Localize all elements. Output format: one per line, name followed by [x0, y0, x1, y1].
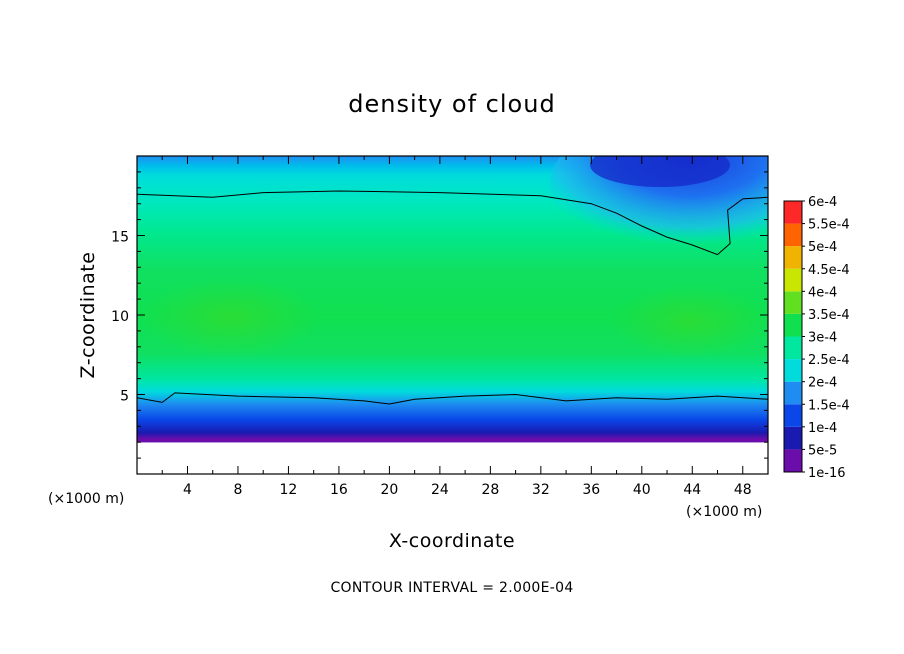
colorbar-swatch	[784, 449, 802, 472]
y-axis-title: Z-coordinate	[77, 252, 99, 379]
x-unit-right: (×1000 m)	[686, 504, 762, 520]
colorbar-label: 4.5e-4	[808, 263, 850, 278]
x-tick-label: 32	[532, 482, 550, 498]
colorbar-label: 4e-4	[808, 285, 837, 300]
x-tick-label: 20	[380, 482, 398, 498]
contour-line	[137, 190, 768, 256]
plot-area	[137, 156, 768, 474]
colorbar-label: 1e-16	[808, 466, 846, 481]
contour-interval-note: CONTOUR INTERVAL = 2.000E-04	[330, 580, 573, 596]
x-tick-label: 8	[233, 482, 242, 498]
colorbar-label: 3e-4	[808, 331, 837, 346]
x-tick-label: 40	[633, 482, 651, 498]
colorbar-swatch	[784, 426, 802, 450]
chart-title: density of cloud	[348, 90, 555, 118]
x-unit-left: (×1000 m)	[48, 491, 124, 507]
colorbar-label: 3.5e-4	[808, 308, 850, 323]
colorbar-swatch	[784, 201, 802, 224]
colorbar-label: 2.5e-4	[808, 353, 850, 368]
colorbar: 1e-16 5e-5 1e-4 1.5e-4 2e-4 2.5e-4 3e-4 3.5e-4 4…	[783, 195, 850, 481]
colorbar-swatch	[784, 268, 802, 292]
x-tick-label: 36	[582, 482, 600, 498]
colorbar-swatch	[784, 359, 802, 382]
x-axis-title: X-coordinate	[389, 530, 515, 552]
colorbar-swatch	[784, 246, 802, 269]
x-axis: 4 8 12 16 20 24 28 32 36 40 44 48	[161, 156, 752, 498]
x-tick-label: 16	[330, 482, 348, 498]
colorbar-label: 5e-5	[808, 443, 837, 458]
y-tick-label: 15	[111, 230, 129, 246]
x-tick-label: 28	[481, 482, 499, 498]
y-tick-label: 10	[111, 309, 129, 325]
x-tick-label: 44	[683, 482, 701, 498]
colorbar-swatch	[784, 291, 802, 314]
y-axis: 5 10 15	[111, 171, 768, 459]
colorbar-label: 1.5e-4	[808, 398, 850, 413]
colorbar-swatch	[784, 336, 802, 360]
colorbar-label: 2e-4	[808, 376, 837, 391]
green-core-right	[610, 286, 768, 358]
colorbar-label: 5e-4	[808, 240, 837, 255]
colorbar-label: 5.5e-4	[808, 218, 850, 233]
colorbar-label: 1e-4	[808, 421, 837, 436]
upper-dark-region	[590, 156, 730, 187]
x-tick-label: 4	[183, 482, 192, 498]
x-tick-label: 24	[431, 482, 449, 498]
colorbar-swatch	[784, 404, 802, 427]
colorbar-swatch	[784, 313, 802, 337]
colorbar-label: 6e-4	[808, 195, 837, 210]
y-tick-label: 5	[120, 389, 129, 405]
colorbar-swatch	[784, 381, 802, 405]
colorbar-swatch	[784, 223, 802, 247]
green-core-left	[140, 278, 320, 358]
contour-line	[137, 392, 768, 405]
x-tick-label: 48	[734, 482, 752, 498]
contour-lines	[137, 190, 768, 405]
x-tick-label: 12	[280, 482, 298, 498]
upper-blue-region	[550, 156, 768, 260]
